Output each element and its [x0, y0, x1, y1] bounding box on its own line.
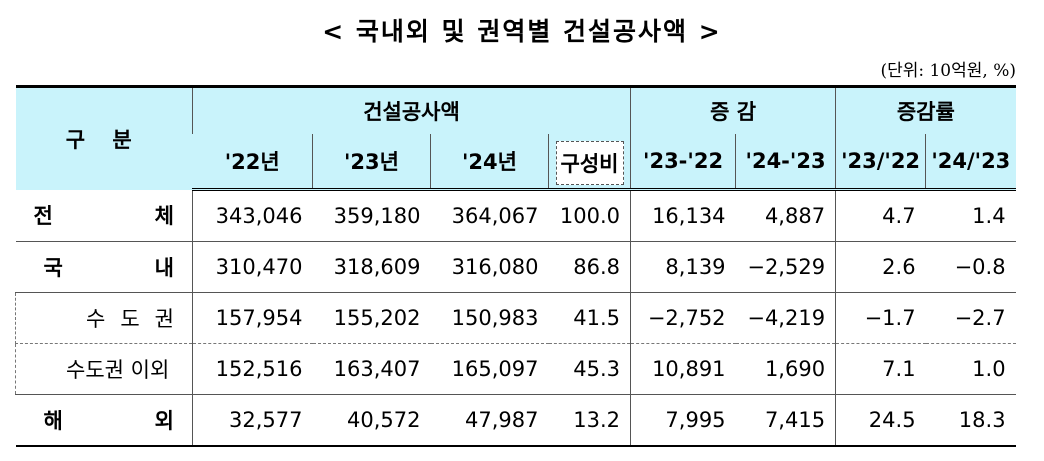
row-label-text: 수 도 권	[86, 307, 174, 331]
column-header-text: 구성비	[555, 141, 624, 185]
title: < 국내외 및 권역별 건설공사액 >	[322, 17, 722, 46]
cell: 150,983	[430, 292, 549, 344]
cell: 7.1	[835, 343, 926, 395]
cell: 310,470	[192, 241, 313, 293]
cell: 7,415	[735, 394, 836, 447]
cell: 10,891	[630, 343, 736, 395]
cell: 1,690	[735, 343, 836, 395]
cell: 4.7	[835, 189, 926, 242]
table-row: 수 도 권 157,954 155,202 150,983 41.5 −2,752 −4,2…	[15, 292, 1016, 344]
cell: −1.7	[835, 292, 926, 344]
group-header: 건설공사액	[191, 85, 631, 134]
column-header: '23-'22	[630, 134, 736, 191]
cell: 40,572	[312, 394, 431, 447]
cell: 45.3	[548, 343, 631, 395]
row-label-text: 수도권 이외	[66, 358, 170, 382]
cell: 1.4	[925, 189, 1016, 242]
row-label: 해 외	[15, 394, 193, 447]
row-label: 수 도 권	[15, 292, 193, 344]
group-header: 증감률	[835, 85, 1016, 134]
cell: 157,954	[192, 292, 313, 344]
cell: 100.0	[548, 189, 631, 242]
column-header: '23년	[312, 134, 431, 191]
cell: −2,529	[735, 241, 836, 293]
cell: −0.8	[925, 241, 1016, 293]
cell: −2,752	[630, 292, 736, 344]
group-header: 증 감	[630, 85, 836, 134]
table-row: 해 외 32,577 40,572 47,987 13.2 7,995 7,415 24.5 1…	[15, 394, 1016, 447]
cell: 163,407	[312, 343, 431, 395]
row-label-text: 해 외	[43, 409, 175, 433]
cell: 316,080	[430, 241, 549, 293]
cell: 359,180	[312, 189, 431, 242]
cell: 1.0	[925, 343, 1016, 395]
cell: −4,219	[735, 292, 836, 344]
data-table: 구 분 건설공사액 증 감 증감률 '22년 '23년 '24년 구성비 '23-'22'24-…	[15, 85, 1016, 447]
row-label: 수도권 이외	[15, 343, 193, 395]
cell: 24.5	[835, 394, 926, 447]
cell: 47,987	[430, 394, 549, 447]
cell: 32,577	[192, 394, 313, 447]
cell: 8,139	[630, 241, 736, 293]
column-header: '23/'22	[835, 134, 926, 191]
table-row: 수도권 이외 152,516 163,407 165,097 45.3 10,891 1,6…	[15, 343, 1016, 395]
header-row: '22년 '23년 '24년 구성비 '23-'22'24-'23'23/'22'24/…	[16, 134, 1016, 191]
table-row: 국 내 310,470 318,609 316,080 86.8 8,139 −2,529 2…	[15, 241, 1016, 293]
cell: 18.3	[925, 394, 1016, 447]
table-body: 전 체 343,046 359,180 364,067 100.0 16,134 4,887…	[15, 189, 1016, 447]
row-label: 전 체	[15, 189, 193, 242]
cell: 7,995	[630, 394, 736, 447]
table-row: 전 체 343,046 359,180 364,067 100.0 16,134 4,887…	[15, 189, 1016, 242]
cell: 2.6	[835, 241, 926, 293]
cell: 4,887	[735, 189, 836, 242]
cell: 343,046	[192, 189, 313, 242]
cell: 318,609	[312, 241, 431, 293]
table-header: 구 분 건설공사액 증 감 증감률 '22년 '23년 '24년 구성비 '23-'22'24-…	[15, 85, 1016, 191]
row-label-text: 국 내	[43, 256, 175, 280]
column-header: '22년	[192, 134, 313, 191]
cell: 16,134	[630, 189, 736, 242]
cell: 165,097	[430, 343, 549, 395]
row-label: 국 내	[15, 241, 193, 293]
cell: 364,067	[430, 189, 549, 242]
column-header: '24-'23	[735, 134, 836, 191]
unit-note: (단위: 10억원, %)	[880, 61, 1016, 81]
group-header: 구 분	[15, 85, 193, 190]
column-header: '24/'23	[925, 134, 1016, 191]
cell: 152,516	[192, 343, 313, 395]
cell: 13.2	[548, 394, 631, 447]
row-label-text: 전 체	[33, 204, 175, 229]
cell: −2.7	[925, 292, 1016, 344]
cell: 155,202	[312, 292, 431, 344]
header-row: 구 분 건설공사액 증 감 증감률	[15, 85, 1016, 190]
column-header: 구성비	[547, 134, 631, 191]
column-header: '24년	[430, 134, 549, 191]
cell: 41.5	[548, 292, 631, 344]
cell: 86.8	[548, 241, 631, 293]
